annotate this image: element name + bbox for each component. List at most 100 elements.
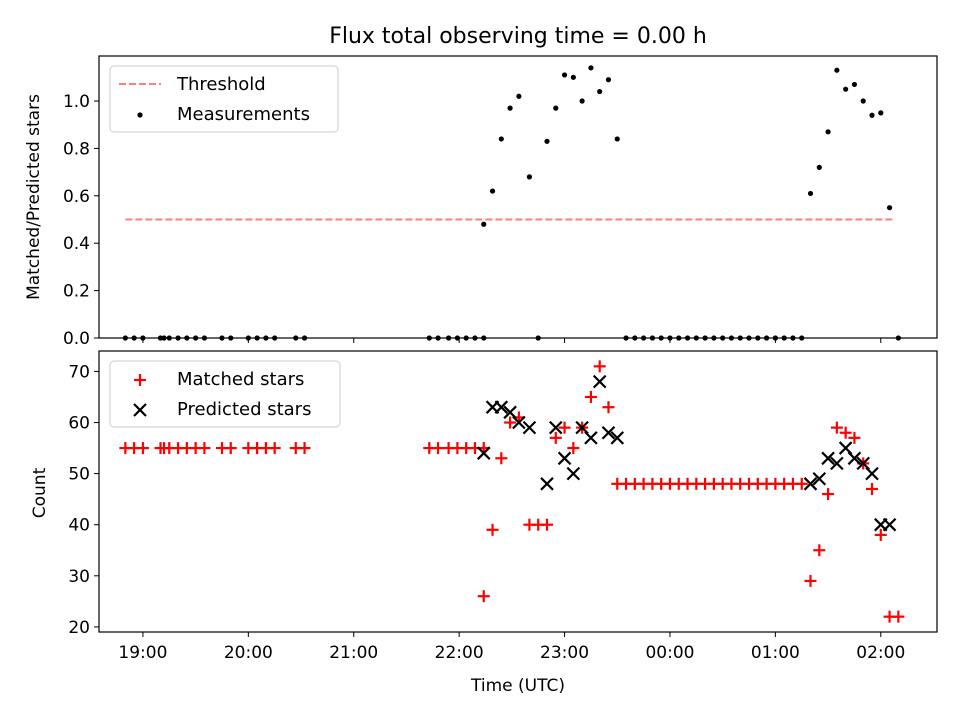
matched-star-marker [822,488,835,501]
measurement-point [498,136,504,142]
predicted-star-marker [512,415,526,430]
predicted-star-marker [540,477,554,491]
measurement-point [843,86,849,92]
predicted-star-marker [566,466,581,481]
measurement-point [516,93,522,99]
measurement-point [605,77,612,83]
bottom-plot-area [119,360,905,623]
matched-star-marker [504,416,517,429]
predicted-star-marker [494,400,509,414]
bottom-ytick-label: 60 [68,414,90,434]
matched-star-marker [892,610,905,623]
measurement-point [860,98,866,104]
matched-star-marker [874,528,887,541]
measurement-point [597,88,603,95]
matched-star-marker [432,442,445,455]
predicted-star-marker [522,420,537,435]
bottom-xtick-label: 23:00 [540,643,589,663]
bottom-ytick-label: 70 [68,362,90,382]
top-ytick-label: 0.6 [63,187,90,207]
predicted-star-marker [865,466,879,481]
top-ytick-label: 0.8 [63,139,90,159]
predicted-star-marker [803,477,818,491]
matched-star-marker [540,518,553,531]
measurements-legend-label: Measurements [177,104,310,125]
matched-star-marker [224,442,237,455]
measurement-point [869,112,875,118]
matched-star-marker [584,390,597,403]
predicted-star-marker [882,517,897,532]
predicted-star-marker [601,425,616,440]
bottom-ytick-label: 40 [68,516,90,536]
matched-star-marker [495,452,508,465]
bottom-ytick-label: 20 [68,618,90,638]
matched-star-marker [593,360,606,373]
top-ytick-label: 0.2 [63,282,90,302]
bottom-xlabel: Time (UTC) [470,676,565,696]
bottom-ylabel: Count [30,467,50,518]
matched-star-marker [839,426,852,439]
measurement-point [851,81,858,88]
measurement-point [561,72,568,78]
predicted-star-marker [610,431,625,445]
predicted-star-marker [584,431,598,445]
measurements-legend-swatch [137,112,143,118]
top-ytick-label: 0.4 [63,234,90,254]
bottom-ticks: 20 30 40 50 60 70 19:00 20:00 21:00 22:00 23:00 00:… [68,362,905,663]
measurement-point [489,188,496,194]
top-legend: Threshold Measurements [109,65,339,133]
measurement-point [526,174,533,180]
bottom-legend-box [109,360,341,428]
matched-star-marker [602,401,615,414]
bottom-ytick-label: 30 [68,567,90,587]
matched-star-marker [848,431,861,444]
measurement-point [507,105,513,111]
bottom-legend: Matched stars Predicted stars [109,360,341,428]
matched-star-marker [804,574,817,587]
top-ytick-label: 0.0 [63,329,90,349]
measurement-point [825,129,831,135]
bottom-xtick-label: 20:00 [224,643,273,663]
matched-star-marker [558,421,571,434]
measurement-point [553,105,559,111]
measurement-point [878,110,884,116]
matched-star-marker [795,477,808,490]
matched-star-marker [136,442,149,455]
bottom-ytick-label: 50 [68,465,90,485]
predicted-star-marker [548,420,563,435]
matched-star-marker [865,482,878,495]
measurement-point [886,205,893,211]
matched-star-marker [813,544,826,557]
predicted-star-marker [821,451,835,466]
measurement-point [544,138,550,144]
bottom-xtick-label: 19:00 [118,643,167,663]
matched-star-marker [830,421,843,434]
bottom-xtick-label: 01:00 [751,643,800,663]
threshold-legend-label: Threshold [176,74,266,95]
bottom-axes-frame [98,350,938,633]
measurement-point [570,74,576,80]
bottom-xtick-label: 22:00 [435,643,484,663]
measurement-point [481,221,487,227]
predicted-star-marker [812,471,827,486]
matched-star-marker [268,442,281,455]
measurement-point [807,190,814,197]
predicted-star-marker [557,451,572,466]
bottom-xtick-label: 00:00 [645,643,694,663]
top-legend-box [109,65,339,133]
matched-star-marker [549,431,562,444]
top-ylabel: Matched/Predicted stars [24,94,44,300]
predicted-legend-swatch [133,403,147,417]
bottom-xtick-label: 21:00 [329,643,378,663]
matched-star-marker [198,442,211,455]
measurement-point [834,67,840,73]
bottom-xtick-label: 02:00 [856,643,905,663]
matched-star-marker [298,442,311,455]
matched-legend-swatch [134,374,146,386]
matched-star-marker [567,442,580,455]
predicted-legend-label: Predicted stars [177,399,311,420]
top-title: Flux total observing time = 0.00 h [329,24,707,49]
predicted-star-marker [830,456,844,471]
